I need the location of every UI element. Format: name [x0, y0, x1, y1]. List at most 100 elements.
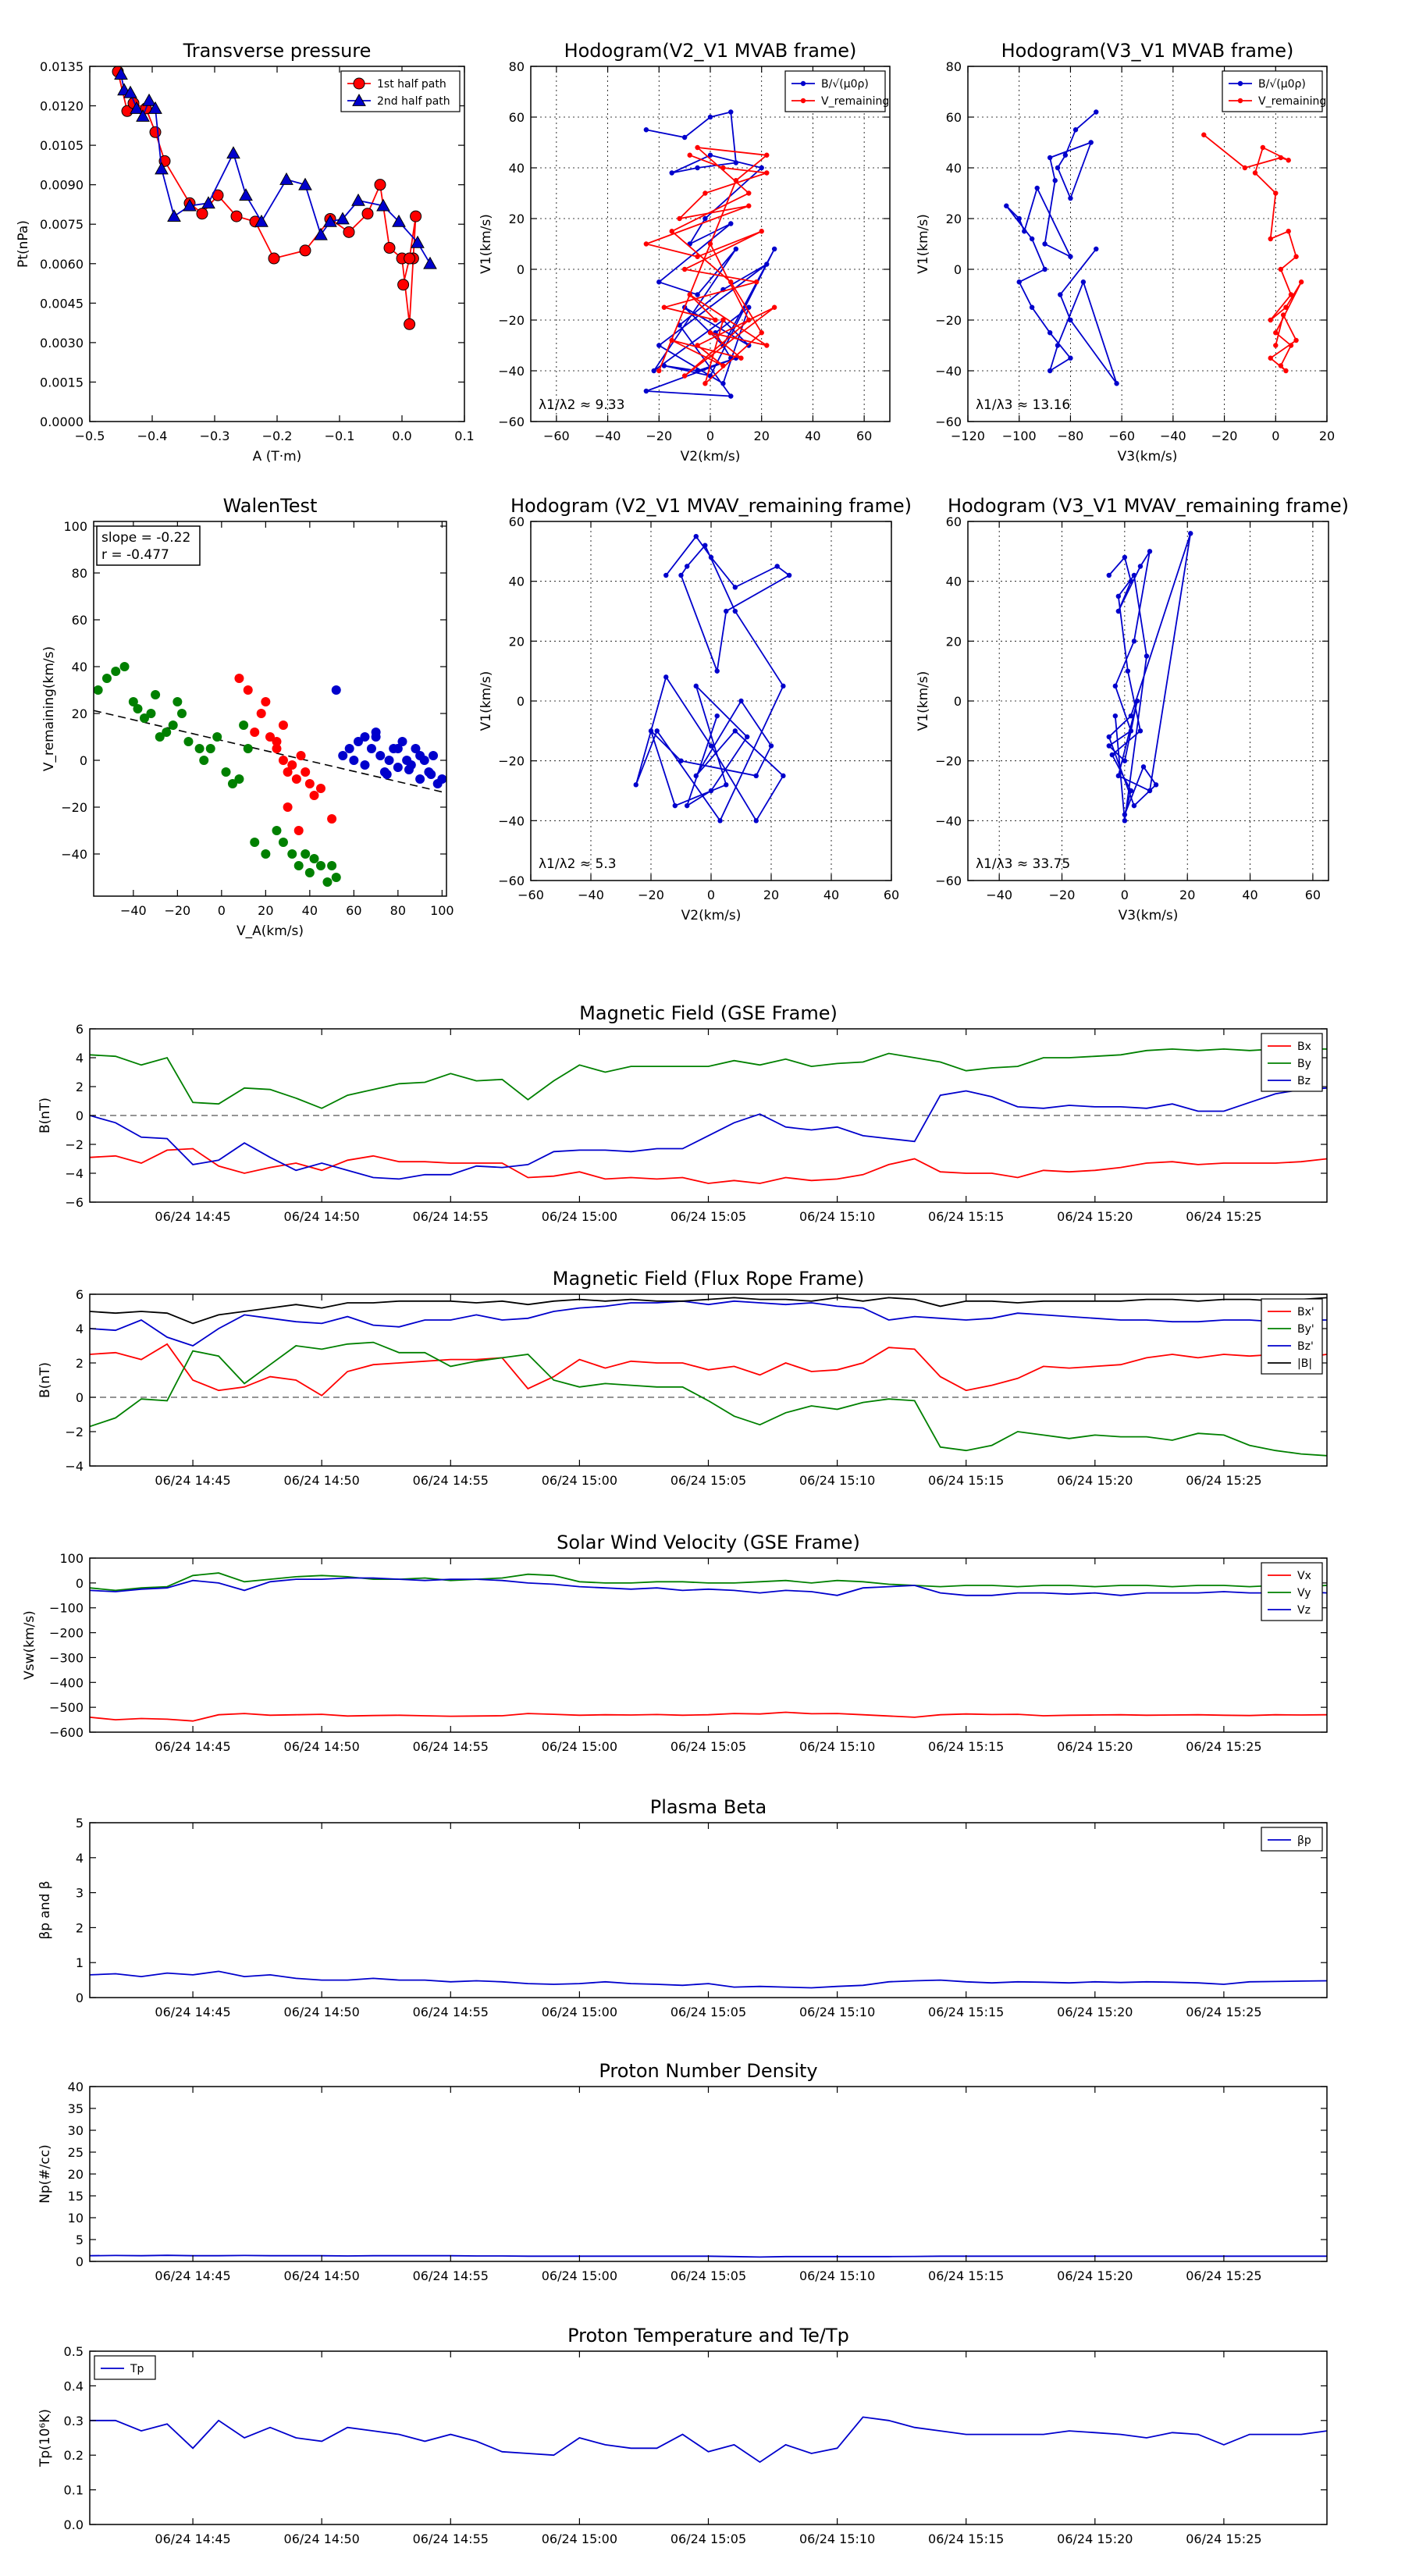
data-point — [1283, 368, 1289, 374]
data-point — [656, 279, 662, 285]
data-point — [663, 572, 669, 578]
y-tick-label: −20 — [498, 313, 525, 328]
chart-title: Proton Number Density — [599, 2060, 817, 2082]
data-point — [1080, 279, 1087, 285]
y-tick-label: 0 — [76, 1390, 84, 1405]
data-point — [123, 85, 137, 98]
data-point — [693, 533, 699, 539]
x-tick-label: 06/24 14:55 — [413, 1739, 489, 1754]
annotation-text: λ1/λ3 ≈ 13.16 — [976, 397, 1070, 413]
by-line — [90, 1048, 1327, 1109]
data-point — [301, 767, 311, 777]
data-point — [142, 93, 156, 106]
data-point — [672, 802, 678, 809]
plot-frame — [89, 1557, 1328, 1733]
data-point — [1058, 292, 1063, 297]
data-layer — [112, 66, 437, 330]
data-point — [423, 256, 437, 269]
y-tick-label: 100 — [59, 1551, 84, 1566]
data-layer — [94, 662, 446, 887]
data-point — [336, 212, 350, 225]
data-point — [1288, 292, 1294, 297]
y-tick-label: −60 — [935, 415, 962, 429]
data-point — [702, 215, 708, 222]
data-point — [648, 728, 654, 734]
data-point — [781, 683, 786, 689]
x-tick-label: 06/24 15:20 — [1057, 1739, 1133, 1754]
data-point — [1034, 185, 1040, 191]
data-point — [397, 737, 407, 746]
x-tick-label: 06/24 15:20 — [1057, 1473, 1133, 1488]
legend-marker — [800, 80, 806, 87]
bgse-chart: 06/24 14:45 06/24 14:50 06/24 14:55 06/24 1… — [37, 1002, 1328, 1224]
x-tick-label: 06/24 15:25 — [1186, 1473, 1261, 1488]
plot-frame — [967, 66, 1328, 422]
data-point — [661, 363, 667, 368]
y-tick-label: −60 — [935, 873, 962, 888]
x-tick-label: 06/24 15:15 — [928, 2005, 1004, 2019]
data-point — [1088, 140, 1094, 145]
y-axis-label: Np(#/cc) — [37, 2144, 53, 2203]
x-tick-label: −60 — [543, 429, 570, 443]
data-point — [708, 788, 714, 794]
data-point — [315, 784, 325, 793]
data-layer — [90, 1297, 1327, 1457]
data-point — [177, 709, 187, 718]
data-point — [287, 760, 297, 770]
data-point — [1128, 728, 1134, 734]
y-axis-label: Pt(nPa) — [16, 220, 31, 268]
x-tick-label: 06/24 14:50 — [284, 1473, 360, 1488]
x-tick-label: 0.1 — [454, 429, 474, 443]
y-tick-label: 4 — [76, 1051, 84, 1066]
x-tick-label: 0 — [218, 903, 226, 918]
data-point — [221, 767, 231, 777]
data-point — [745, 734, 750, 740]
data-point — [111, 667, 121, 676]
data-point — [1052, 178, 1058, 183]
x-tick-label: 0 — [1272, 429, 1279, 443]
plot-frame — [89, 2086, 1328, 2262]
data-point — [1278, 266, 1284, 272]
legend-marker — [353, 77, 365, 90]
y-axis-label: Tp(10⁶K) — [37, 2409, 53, 2467]
data-point — [272, 826, 282, 835]
y-tick-label: 60 — [72, 613, 87, 628]
data-point — [315, 861, 325, 870]
data-point — [687, 152, 692, 158]
data-point — [702, 381, 708, 386]
data-point — [366, 744, 376, 753]
data-point — [250, 838, 260, 847]
data-point — [1128, 788, 1134, 794]
data-point — [426, 770, 436, 779]
y-axis-label: V1(km/s) — [478, 214, 494, 274]
x-tick-label: 06/24 14:55 — [413, 2005, 489, 2019]
x-tick-label: 06/24 15:10 — [799, 2005, 875, 2019]
y-tick-label: 40 — [509, 161, 525, 176]
data-point — [1286, 229, 1291, 234]
y-tick-label: 40 — [946, 575, 962, 589]
data-point — [733, 178, 739, 183]
data-point — [1122, 818, 1128, 824]
data-point — [309, 791, 319, 800]
data-point — [1109, 752, 1115, 758]
data-point — [243, 744, 253, 753]
data-point — [201, 196, 215, 209]
y-tick-label: 40 — [946, 161, 962, 176]
x-tick-label: 06/24 15:10 — [799, 1739, 875, 1754]
x-tick-label: 40 — [1242, 888, 1257, 902]
x-tick-label: 20 — [1319, 429, 1335, 443]
x-tick-label: 06/24 15:05 — [670, 1739, 746, 1754]
data-point — [1068, 254, 1073, 259]
y-tick-label: −40 — [935, 364, 962, 379]
data-layer — [90, 2416, 1327, 2464]
data-point — [265, 732, 275, 742]
legend-box — [1261, 1827, 1323, 1852]
y-tick-label: 60 — [509, 514, 525, 529]
y-tick-label: 2 — [76, 1080, 84, 1094]
data-point — [656, 368, 662, 374]
data-point — [1106, 734, 1112, 740]
y-tick-label: 0.4 — [64, 2379, 84, 2393]
data-point — [759, 330, 764, 336]
data-point — [361, 208, 374, 220]
legend-label: Bz — [1297, 1075, 1311, 1087]
